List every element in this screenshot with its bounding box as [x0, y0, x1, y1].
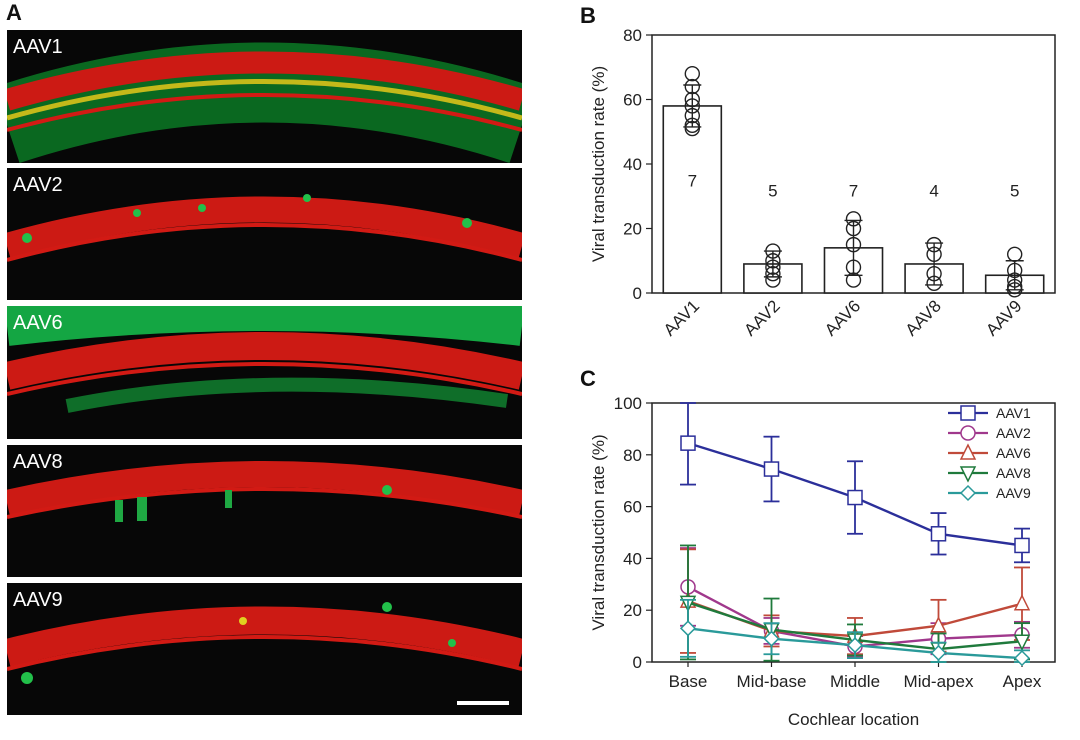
data-point [926, 275, 942, 292]
series-marker [959, 466, 977, 483]
data-point [845, 211, 862, 227]
micrograph-aav8: AAV8 [7, 445, 522, 577]
micrograph-label: AAV6 [13, 312, 63, 334]
panel-b-letter: B [580, 3, 596, 28]
data-point [926, 236, 942, 253]
micrograph-label: AAV2 [13, 174, 63, 196]
y-tick-label: 20 [623, 601, 642, 620]
data-point [684, 78, 700, 95]
plot-frame [651, 402, 1056, 663]
y-tick-label: 60 [623, 91, 642, 110]
y-tick-label: 0 [633, 653, 642, 672]
y-tick-label: 60 [623, 498, 642, 517]
n-label: 7 [849, 181, 858, 200]
micrograph-aav2-image [7, 194, 522, 262]
series-marker [680, 435, 696, 451]
n-label: 5 [768, 181, 777, 200]
y-tick-label: 40 [623, 549, 642, 568]
panel-c-letter: C [580, 366, 596, 391]
y-axis-label: Viral transduction rate (%) [589, 66, 608, 262]
data-point [684, 120, 700, 137]
data-point [1007, 278, 1023, 295]
n-label: 5 [1010, 181, 1019, 200]
micrograph-aav9-image [7, 602, 522, 684]
data-point [845, 272, 862, 288]
series-marker [1013, 634, 1031, 651]
series-marker [1013, 650, 1031, 667]
legend-label: AAV1 [996, 405, 1031, 421]
series-marker [930, 616, 947, 633]
data-point [765, 272, 781, 288]
series-marker [930, 644, 947, 661]
series-marker [959, 443, 977, 460]
micrograph-aav6-image [7, 306, 522, 413]
y-axis-label: Viral transduction rate (%) [589, 434, 608, 630]
legend-label: AAV2 [996, 425, 1031, 441]
x-axis-label: Cochlear location [788, 710, 919, 729]
micrograph-aav1: AAV1 [7, 30, 522, 163]
legend-label: AAV6 [996, 445, 1031, 461]
data-point [765, 253, 781, 269]
data-point [1007, 282, 1023, 298]
micrograph-aav1-image [7, 42, 522, 163]
x-tick-label: Mid-apex [904, 672, 974, 691]
series-aav1 [680, 402, 1030, 564]
y-tick-label: 80 [623, 26, 642, 45]
data-point [926, 246, 942, 263]
series-marker [960, 405, 976, 421]
series-marker [1013, 594, 1031, 611]
n-label: 7 [688, 172, 697, 191]
bar [662, 105, 723, 294]
data-point [1007, 262, 1023, 279]
y-tick-label: 100 [614, 394, 642, 413]
series-marker [959, 484, 977, 502]
y-tick-label: 0 [633, 284, 642, 303]
data-point [765, 243, 781, 259]
x-tick-label: Base [669, 672, 708, 691]
data-point [765, 265, 781, 282]
data-point [684, 98, 700, 114]
scale-bar [457, 701, 509, 705]
data-point [845, 220, 862, 237]
series-marker [1014, 537, 1030, 554]
legend-label: AAV9 [996, 485, 1031, 501]
micrograph-label: AAV8 [13, 451, 63, 473]
micrograph-label: AAV9 [13, 589, 63, 611]
y-tick-label: 40 [623, 155, 642, 174]
data-point [1007, 272, 1023, 288]
data-point [845, 236, 862, 253]
data-point [926, 265, 942, 282]
series-marker [960, 425, 976, 441]
n-label: 4 [929, 181, 938, 200]
data-point [684, 65, 700, 82]
series-aav9 [679, 598, 1031, 667]
y-tick-label: 80 [623, 446, 642, 465]
data-point [1007, 246, 1023, 263]
series-marker [846, 637, 864, 654]
data-point [684, 107, 700, 124]
legend: AAV1 AAV2 AAV6 AAV8 AAV9 [948, 405, 1031, 502]
data-point [845, 259, 862, 275]
legend-label: AAV8 [996, 465, 1031, 481]
micrograph-aav2: AAV2 [7, 168, 522, 300]
series-marker [930, 526, 947, 542]
x-tick-label: Mid-base [737, 672, 807, 691]
micrograph-aav9: AAV9 [7, 583, 522, 715]
series-marker [763, 630, 780, 647]
micrograph-aav6: AAV6 [7, 306, 522, 439]
y-tick-label: 20 [623, 220, 642, 239]
data-point [684, 91, 700, 108]
data-point [684, 117, 700, 134]
series-marker [763, 461, 780, 477]
micrograph-aav8-image [7, 461, 522, 522]
series-marker [679, 620, 697, 637]
panel-a-letter: A [6, 0, 22, 25]
series-marker [847, 489, 863, 506]
data-point [765, 259, 781, 275]
micrograph-label: AAV1 [13, 36, 63, 58]
x-tick-label: Apex [1003, 672, 1042, 691]
x-tick-label: Middle [830, 672, 880, 691]
